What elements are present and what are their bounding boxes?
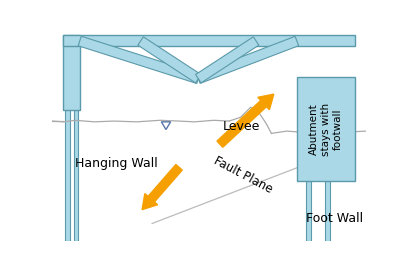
Text: Hanging Wall: Hanging Wall <box>75 157 158 170</box>
FancyArrow shape <box>142 164 182 210</box>
Polygon shape <box>78 36 200 83</box>
Polygon shape <box>197 36 299 83</box>
Bar <box>63 35 80 109</box>
Bar <box>297 77 355 181</box>
Text: Fault Plane: Fault Plane <box>211 154 275 196</box>
Bar <box>65 109 70 241</box>
FancyArrow shape <box>217 94 274 147</box>
Bar <box>73 109 78 241</box>
Text: Abutment
stays with
footwall: Abutment stays with footwall <box>309 103 342 156</box>
Bar <box>306 181 311 241</box>
Bar <box>325 181 330 241</box>
Text: Levee: Levee <box>223 120 260 133</box>
Polygon shape <box>138 37 201 83</box>
Bar <box>63 35 355 46</box>
Polygon shape <box>195 37 259 83</box>
Text: Foot Wall: Foot Wall <box>306 212 363 225</box>
